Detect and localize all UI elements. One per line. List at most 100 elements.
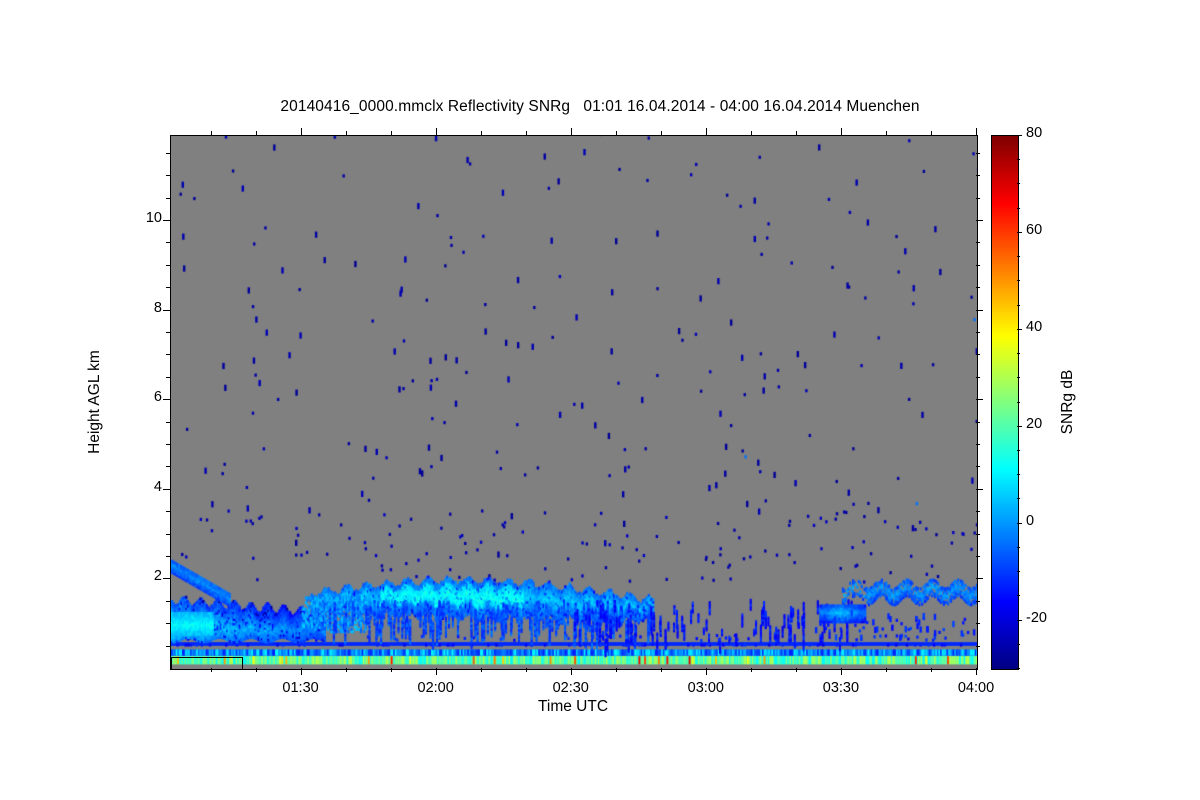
axis-tick: [886, 668, 887, 672]
colorbar-tick: [1017, 135, 1022, 136]
axis-tick: [436, 128, 437, 135]
colorbar-tick: [1017, 595, 1020, 596]
axis-tick: [976, 287, 980, 288]
axis-tick: [301, 668, 302, 675]
y-tick-label: 4: [153, 478, 162, 495]
axis-tick: [976, 623, 980, 624]
axis-tick: [166, 623, 170, 624]
colorbar-tick-label: 0: [1026, 512, 1035, 529]
axis-tick: [166, 601, 170, 602]
axis-tick: [931, 131, 932, 135]
colorbar-tick: [1017, 523, 1022, 524]
axis-tick: [391, 668, 392, 672]
colorbar[interactable]: [991, 135, 1019, 670]
axis-tick: [163, 399, 170, 400]
colorbar-tick-label: 20: [1026, 415, 1043, 432]
axis-tick: [976, 489, 983, 490]
axis-tick: [481, 131, 482, 135]
colorbar-tick-label: 60: [1026, 221, 1043, 238]
axis-tick: [796, 131, 797, 135]
colorbar-tick: [1017, 620, 1022, 621]
colorbar-tick: [1017, 232, 1022, 233]
axis-tick: [976, 242, 980, 243]
plot-axes[interactable]: [170, 135, 978, 670]
colorbar-tick: [1017, 571, 1020, 572]
axis-tick: [166, 287, 170, 288]
colorbar-tick: [1017, 668, 1020, 669]
axis-tick: [391, 131, 392, 135]
x-tick-label: 01:30: [282, 680, 319, 696]
colorbar-label: SNRg dB: [1059, 369, 1076, 435]
axis-tick: [661, 131, 662, 135]
x-tick-label: 03:30: [822, 680, 860, 696]
axis-tick: [751, 668, 752, 672]
y-axis-label: Height AGL km: [86, 350, 103, 454]
axis-tick: [481, 668, 482, 672]
axis-tick: [166, 646, 170, 647]
axis-tick: [211, 668, 212, 672]
axis-tick: [166, 332, 170, 333]
colorbar-tick: [1017, 450, 1020, 451]
axis-tick: [163, 220, 170, 221]
axis-tick: [616, 131, 617, 135]
axis-tick: [976, 422, 980, 423]
axis-tick: [976, 601, 980, 602]
colorbar-tick: [1017, 377, 1020, 378]
axis-tick: [886, 131, 887, 135]
colorbar-tick-label: 40: [1026, 318, 1043, 335]
axis-tick: [976, 646, 980, 647]
axis-tick: [976, 220, 983, 221]
axis-tick: [166, 422, 170, 423]
colorbar-tick: [1017, 183, 1020, 184]
axis-tick: [166, 377, 170, 378]
axis-tick: [976, 354, 980, 355]
axis-tick: [163, 578, 170, 579]
colorbar-tick: [1017, 353, 1020, 354]
colorbar-tick-label: 80: [1026, 125, 1043, 141]
colorbar-tick: [1017, 644, 1020, 645]
axis-tick: [661, 668, 662, 672]
axis-tick: [166, 511, 170, 512]
axis-tick: [346, 668, 347, 672]
axis-tick: [256, 668, 257, 672]
axis-tick: [931, 668, 932, 672]
x-tick-label: 03:00: [687, 680, 724, 696]
axis-tick: [706, 128, 707, 135]
axis-tick: [976, 511, 980, 512]
colorbar-tick: [1017, 280, 1020, 281]
axis-tick: [976, 668, 977, 675]
colorbar-tick: [1017, 159, 1020, 160]
axis-tick: [256, 131, 257, 135]
axis-tick: [706, 668, 707, 675]
axis-tick: [976, 377, 980, 378]
axis-tick: [976, 534, 980, 535]
axis-tick: [436, 668, 437, 675]
axis-tick: [211, 131, 212, 135]
axis-tick: [976, 556, 980, 557]
axis-tick: [976, 444, 980, 445]
axis-tick: [163, 489, 170, 490]
axis-tick: [976, 310, 983, 311]
x-tick-label: 04:00: [957, 680, 995, 696]
axis-tick: [166, 153, 170, 154]
y-tick-label: 10: [145, 210, 162, 227]
axis-tick: [796, 668, 797, 672]
axis-tick: [571, 128, 572, 135]
colorbar-tick: [1017, 474, 1020, 475]
axis-tick: [976, 153, 980, 154]
axis-tick: [976, 265, 980, 266]
colorbar-tick: [1017, 426, 1022, 427]
axis-tick: [976, 128, 977, 135]
y-tick-label: 8: [153, 299, 162, 316]
axis-tick: [616, 668, 617, 672]
axis-tick: [841, 128, 842, 135]
colorbar-tick: [1017, 256, 1020, 257]
axis-tick: [166, 175, 170, 176]
y-tick-label: 2: [153, 568, 162, 585]
axis-tick: [166, 534, 170, 535]
axis-tick: [346, 131, 347, 135]
colorbar-tick: [1017, 498, 1020, 499]
axis-tick: [163, 310, 170, 311]
axis-tick: [751, 131, 752, 135]
